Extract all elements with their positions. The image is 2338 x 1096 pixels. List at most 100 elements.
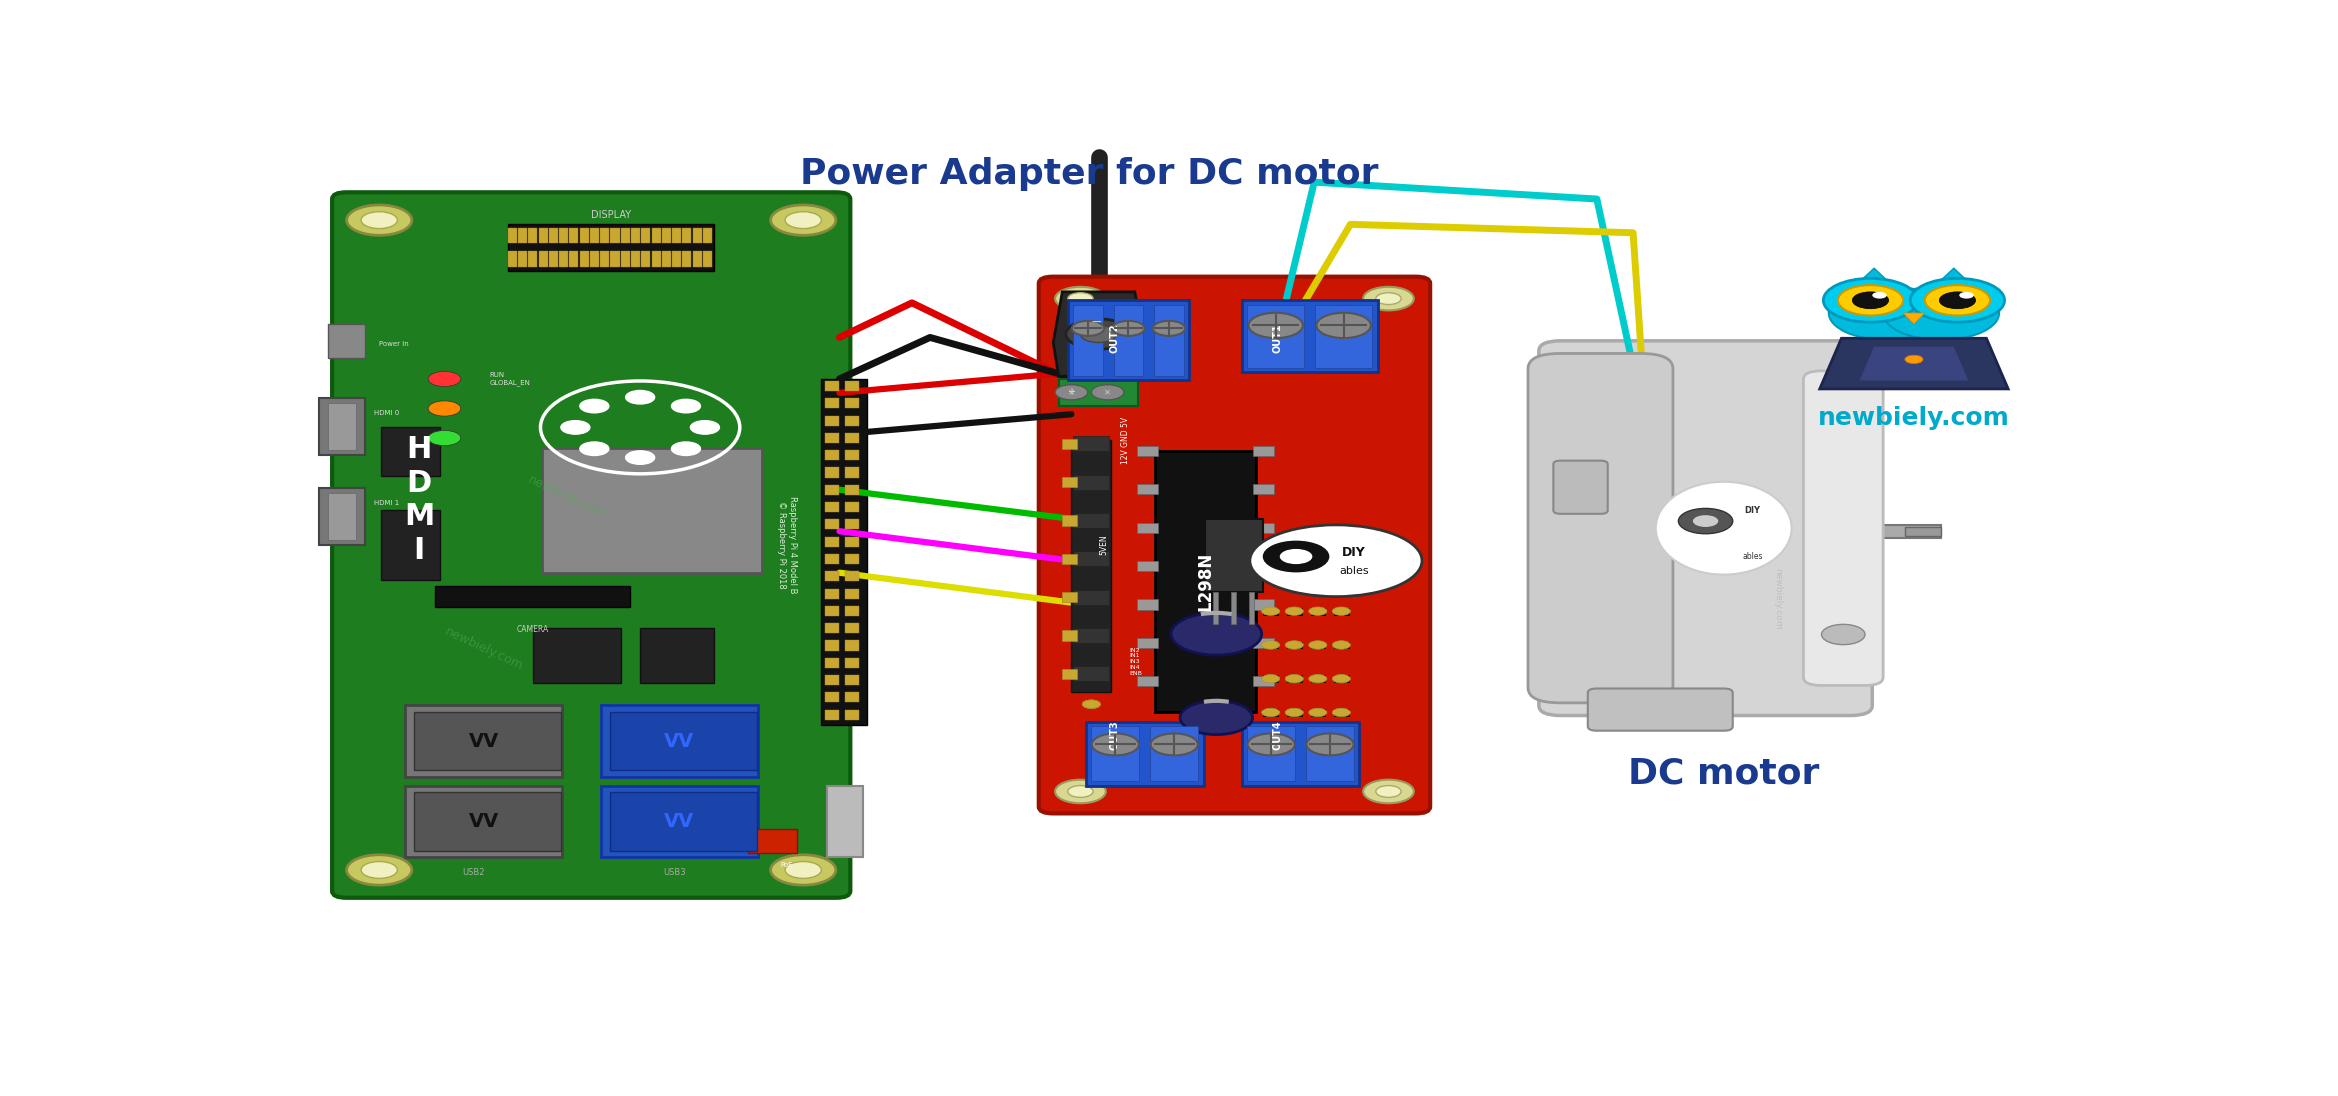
Circle shape bbox=[1828, 286, 1945, 340]
Bar bbox=[825, 709, 839, 720]
Bar bbox=[1335, 608, 1349, 615]
Circle shape bbox=[1910, 278, 2004, 322]
Circle shape bbox=[1363, 287, 1414, 310]
FancyBboxPatch shape bbox=[332, 192, 851, 898]
Bar bbox=[1312, 675, 1326, 682]
Circle shape bbox=[1054, 385, 1087, 400]
Circle shape bbox=[1113, 321, 1146, 335]
Circle shape bbox=[428, 401, 461, 416]
Bar bbox=[844, 502, 860, 512]
Bar bbox=[528, 251, 538, 266]
Bar bbox=[1073, 513, 1111, 528]
Bar bbox=[1068, 300, 1190, 380]
Bar bbox=[1263, 608, 1279, 615]
FancyBboxPatch shape bbox=[1552, 460, 1609, 514]
Bar bbox=[570, 251, 577, 266]
Circle shape bbox=[1679, 509, 1732, 534]
Text: 12V GND 5V: 12V GND 5V bbox=[1122, 416, 1129, 464]
Bar bbox=[1335, 641, 1349, 649]
Bar bbox=[1312, 709, 1326, 716]
Bar bbox=[1073, 551, 1111, 567]
Bar bbox=[381, 427, 440, 476]
Bar bbox=[825, 433, 839, 443]
Bar bbox=[1061, 515, 1078, 525]
Bar bbox=[828, 786, 863, 857]
Text: ables: ables bbox=[1742, 552, 1763, 561]
Bar bbox=[1113, 305, 1143, 376]
Circle shape bbox=[1333, 607, 1351, 616]
Bar bbox=[844, 640, 860, 651]
Bar bbox=[844, 537, 860, 547]
Circle shape bbox=[1924, 285, 1990, 316]
Bar bbox=[1206, 518, 1263, 592]
Text: HDMI 0: HDMI 0 bbox=[374, 410, 400, 415]
Polygon shape bbox=[1859, 346, 1969, 380]
Circle shape bbox=[1082, 700, 1101, 708]
Circle shape bbox=[772, 205, 837, 236]
Bar bbox=[610, 228, 620, 243]
Text: DIY: DIY bbox=[1342, 546, 1365, 559]
Bar bbox=[671, 228, 680, 243]
Circle shape bbox=[428, 372, 461, 387]
Circle shape bbox=[346, 855, 411, 886]
Bar bbox=[1905, 527, 1941, 536]
Bar bbox=[414, 792, 561, 850]
Bar bbox=[559, 251, 568, 266]
Text: newbiely.com: newbiely.com bbox=[1819, 406, 2011, 430]
Circle shape bbox=[627, 390, 655, 404]
Text: DC motor: DC motor bbox=[1627, 756, 1819, 790]
Bar bbox=[1150, 727, 1197, 781]
Bar bbox=[825, 450, 839, 460]
Polygon shape bbox=[1903, 313, 1924, 324]
Bar bbox=[1286, 641, 1302, 649]
Bar bbox=[844, 675, 860, 685]
Bar bbox=[844, 624, 860, 633]
Bar bbox=[1155, 305, 1183, 376]
Circle shape bbox=[428, 431, 461, 446]
Text: newbiely.com: newbiely.com bbox=[442, 625, 524, 673]
Bar bbox=[631, 228, 641, 243]
Bar bbox=[1246, 305, 1305, 368]
Bar bbox=[1307, 727, 1354, 781]
Circle shape bbox=[1054, 779, 1106, 803]
FancyBboxPatch shape bbox=[1538, 341, 1873, 716]
Bar bbox=[1092, 727, 1139, 781]
Bar bbox=[1246, 727, 1295, 781]
Bar bbox=[1073, 628, 1111, 643]
Bar bbox=[414, 712, 561, 770]
Bar bbox=[1136, 600, 1157, 609]
Text: PoE: PoE bbox=[781, 861, 793, 868]
Bar bbox=[844, 553, 860, 564]
Text: OUT2: OUT2 bbox=[1111, 323, 1120, 353]
Bar bbox=[1263, 641, 1279, 649]
Bar bbox=[1248, 592, 1256, 624]
Circle shape bbox=[1852, 292, 1889, 309]
Bar bbox=[601, 786, 758, 857]
Bar bbox=[671, 251, 680, 266]
Bar bbox=[683, 228, 692, 243]
Bar bbox=[821, 379, 867, 724]
Bar bbox=[381, 511, 440, 580]
Bar bbox=[559, 228, 568, 243]
FancyBboxPatch shape bbox=[1803, 370, 1882, 685]
Bar bbox=[1061, 438, 1078, 449]
Bar bbox=[610, 251, 620, 266]
Circle shape bbox=[1905, 355, 1922, 364]
Bar bbox=[1073, 436, 1111, 452]
Circle shape bbox=[1286, 607, 1302, 616]
Circle shape bbox=[627, 450, 655, 465]
Polygon shape bbox=[1054, 292, 1143, 376]
Bar bbox=[844, 693, 860, 703]
Bar bbox=[580, 228, 589, 243]
Circle shape bbox=[561, 421, 589, 434]
Bar bbox=[1286, 675, 1302, 682]
Bar bbox=[844, 415, 860, 425]
Bar bbox=[1253, 523, 1274, 533]
Bar bbox=[610, 712, 758, 770]
Bar bbox=[825, 640, 839, 651]
Circle shape bbox=[1068, 786, 1094, 798]
Circle shape bbox=[1959, 292, 1973, 298]
Bar bbox=[1241, 722, 1358, 786]
Circle shape bbox=[1286, 674, 1302, 683]
Text: VV: VV bbox=[664, 732, 694, 751]
